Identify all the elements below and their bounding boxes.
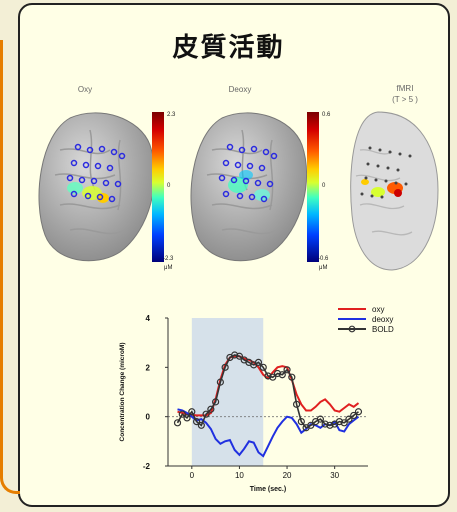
bold-marker	[269, 373, 277, 381]
bold-marker	[254, 358, 263, 366]
bold-marker	[173, 419, 182, 427]
bold-marker	[335, 418, 344, 426]
bold-marker	[350, 411, 358, 420]
deoxy-colorbar	[307, 112, 319, 262]
bold-marker	[340, 419, 348, 427]
bold-marker	[235, 352, 244, 360]
fmri-panel-label: fMRI	[396, 84, 414, 93]
bold-marker	[221, 363, 229, 371]
bold-marker	[207, 405, 215, 413]
bold-marker	[292, 400, 301, 408]
x-tick-label: 10	[235, 471, 244, 480]
deoxy-colorbar-mid: 0	[322, 183, 326, 189]
deoxy-panel-label: Deoxy	[228, 85, 252, 94]
deoxy-brain-image	[190, 112, 308, 262]
x-tick-label: 30	[330, 471, 339, 480]
deoxy-colorbar-unit: μM	[319, 265, 328, 271]
bold-marker	[326, 421, 334, 429]
oxy-brain-image	[38, 112, 156, 262]
x-axis-label: Time (sec.)	[250, 486, 286, 493]
bold-marker	[316, 415, 324, 423]
y-tick-label: 4	[146, 314, 151, 323]
x-tick-label: 20	[283, 471, 292, 480]
bold-marker	[259, 363, 267, 371]
oxy-panel-label: Oxy	[77, 85, 93, 94]
bold-marker	[321, 420, 329, 428]
bold-marker	[283, 366, 291, 374]
bold-marker	[188, 408, 196, 416]
stimulus-interval-shade	[191, 318, 264, 466]
legend-label-oxy: oxy	[372, 305, 384, 314]
bold-marker	[354, 408, 363, 416]
bold-marker	[202, 410, 210, 418]
bold-marker	[345, 415, 353, 423]
bold-marker	[192, 418, 201, 426]
frame-accent-left	[0, 40, 20, 494]
x-tick-label: 0	[190, 471, 195, 480]
y-tick-label: -2	[143, 462, 151, 471]
bold-marker	[273, 369, 282, 378]
fmri-threshold-label: (T > 5 )	[392, 95, 418, 104]
oxy-colorbar	[152, 112, 164, 262]
legend-label-deoxy: deoxy	[372, 315, 393, 324]
slide-title: 皮質活動	[172, 33, 285, 63]
oxy-colorbar-max: 2.3	[167, 112, 176, 118]
oxy-colorbar-min: -2.3	[163, 256, 174, 262]
bold-marker	[197, 421, 205, 429]
deoxy-colorbar-min: -0.6	[318, 256, 329, 262]
bold-marker	[231, 351, 239, 359]
legend-label-bold: BOLD	[372, 325, 394, 334]
y-tick-label: 2	[146, 363, 151, 372]
bold-marker	[297, 418, 305, 426]
y-tick-label: 0	[146, 413, 151, 422]
legend-marker-bold	[348, 325, 356, 333]
bold-marker	[264, 372, 272, 380]
bold-marker	[178, 410, 186, 418]
bold-marker	[288, 373, 296, 381]
bold-marker	[216, 378, 224, 386]
oxy-colorbar-mid: 0	[167, 183, 171, 189]
bold-marker	[278, 371, 286, 379]
oxy-colorbar-unit: μM	[164, 265, 173, 271]
fmri-brain-image	[350, 111, 439, 271]
deoxy-colorbar-max: 0.6	[322, 112, 331, 118]
bold-marker	[307, 421, 315, 429]
y-axis-label: Concentration Change (microM)	[119, 343, 126, 442]
bold-marker	[183, 414, 191, 422]
bold-marker	[212, 398, 220, 406]
